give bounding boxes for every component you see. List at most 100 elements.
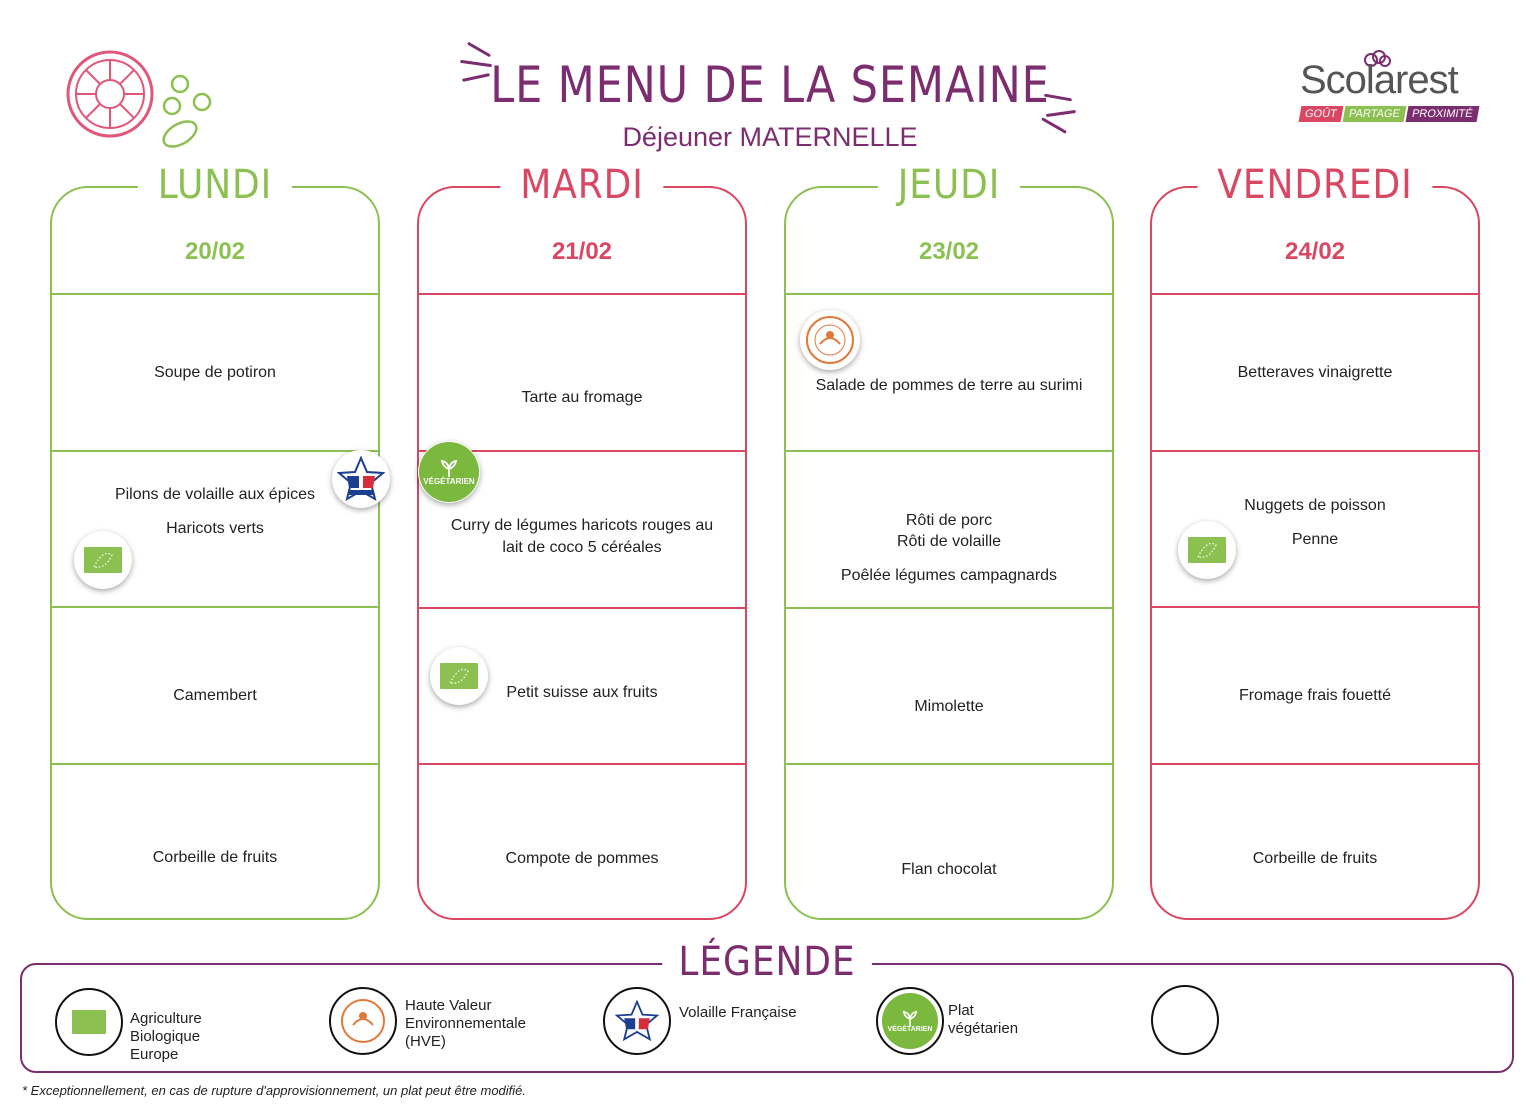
legend-title: LÉGENDE xyxy=(662,939,872,985)
row-divider xyxy=(52,450,378,452)
dish-name: lait de coco 5 céréales xyxy=(502,539,662,556)
row-divider xyxy=(786,450,1112,452)
day-date: 24/02 xyxy=(1284,238,1346,265)
eu-organic-icon xyxy=(430,647,488,705)
dish-name: Rôti de volaille xyxy=(896,533,1002,551)
dish-name: Betteraves vinaigrette xyxy=(1237,363,1393,381)
dish-name: Soupe de potiron xyxy=(154,363,276,381)
menu-dessert: Flan chocolat xyxy=(786,765,1112,975)
dish-name: Compote de pommes xyxy=(505,850,659,868)
row-divider xyxy=(786,607,1112,609)
row-divider xyxy=(1152,450,1478,452)
dish-name: Camembert xyxy=(173,686,257,704)
dish-name: Rôti de porc xyxy=(905,511,993,529)
brand-tagline: GOÛT PARTAGE PROXIMITÉ xyxy=(1298,106,1479,122)
menu-cheese: Fromage frais fouetté xyxy=(1152,608,1478,783)
day-date: 23/02 xyxy=(918,238,980,265)
row-divider xyxy=(419,293,745,295)
legend-label: Plat végétarien xyxy=(948,1002,1019,1037)
dish-name: Fromage frais fouetté xyxy=(1238,686,1392,704)
row-divider xyxy=(786,293,1112,295)
eu-leaf xyxy=(440,663,478,689)
menu-dessert: Corbeille de fruits xyxy=(52,765,378,951)
title-spark xyxy=(466,41,492,58)
row-divider xyxy=(419,763,745,765)
legend-empty-slot xyxy=(1151,985,1219,1055)
dish-name: Petit suisse aux fruits xyxy=(506,684,658,702)
volaille-francaise-icon xyxy=(332,450,390,508)
menu-main: Nuggets de poisson Penne xyxy=(1152,478,1478,568)
page-title: LE MENU DE LA SEMAINE xyxy=(490,56,1050,114)
legend-label: Volaille Française xyxy=(679,1004,797,1021)
menu-cheese: Camembert xyxy=(52,608,378,783)
tagline-word: PROXIMITÉ xyxy=(1405,106,1479,122)
tagline-word: GOÛT xyxy=(1298,106,1344,122)
vegetarian-badge-label: VÉGÉTARIEN xyxy=(423,476,475,486)
dish-name: Poêlée légumes campagnards xyxy=(840,566,1058,584)
row-divider xyxy=(52,293,378,295)
dish-name: Corbeille de fruits xyxy=(1252,850,1378,868)
menu-main: Pilons de volaille aux épices Haricots v… xyxy=(52,452,378,572)
legend-label: Agriculture Biologique Europe xyxy=(130,1010,202,1063)
vegetarian-badge-label: VÉGÉTARIEN xyxy=(887,1025,933,1033)
eu-organic-icon xyxy=(74,531,132,589)
menu-main: Curry de légumes haricots rouges au lait… xyxy=(419,458,745,616)
day-name: MARDI xyxy=(500,162,664,208)
scolarest-logo: Scolarest GOÛT PARTAGE PROXIMITÉ xyxy=(1296,50,1486,128)
row-divider xyxy=(52,606,378,608)
menu-dessert: Compote de pommes xyxy=(419,765,745,953)
menu-starter: Salade de pommes de terre au surimi xyxy=(786,328,1112,444)
tagline-word: PARTAGE xyxy=(1342,106,1406,122)
row-divider xyxy=(1152,763,1478,765)
legend-vegetarian-icon: VÉGÉTARIEN xyxy=(876,987,944,1055)
dish-name: Curry de légumes haricots rouges au xyxy=(450,517,714,535)
row-divider xyxy=(1152,293,1478,295)
row-divider xyxy=(1152,606,1478,608)
dish-name: Penne xyxy=(1291,531,1339,548)
legend-hve-icon xyxy=(329,987,397,1055)
legend: LÉGENDE xyxy=(20,939,1514,1073)
menu-starter: Tarte au fromage xyxy=(419,295,745,500)
day-date: 20/02 xyxy=(184,238,246,265)
eu-leaf xyxy=(1188,537,1226,563)
menu-main: Rôti de porc Rôti de volaille Poêlée lég… xyxy=(786,488,1112,608)
hve-icon xyxy=(800,310,860,370)
chef-hat-icon xyxy=(1364,50,1391,67)
menu-cheese: Mimolette xyxy=(786,609,1112,805)
day-date: 21/02 xyxy=(551,238,613,265)
eu-leaf xyxy=(84,547,122,573)
row-divider xyxy=(419,607,745,609)
menu-cheese: Petit suisse aux fruits xyxy=(419,609,745,777)
menu-starter: Soupe de potiron xyxy=(52,295,378,450)
footnote: * Exceptionnellement, en cas de rupture … xyxy=(22,1083,527,1098)
dish-name: Tarte au fromage xyxy=(521,388,643,406)
day-column-lundi: LUNDI 20/02 Soupe de potiron Pilons de v… xyxy=(50,162,380,920)
row-divider xyxy=(419,450,745,452)
day-column-jeudi: JEUDI 23/02 Salade de pommes de terre au… xyxy=(784,162,1114,920)
vegetarian-icon: VÉGÉTARIEN xyxy=(418,441,480,503)
page-subtitle: Déjeuner MATERNELLE xyxy=(622,122,918,152)
title-spark xyxy=(1041,117,1067,134)
row-divider xyxy=(786,763,1112,765)
eu-organic-icon xyxy=(1178,521,1236,579)
day-name: JEUDI xyxy=(877,162,1021,208)
day-name: LUNDI xyxy=(138,162,292,208)
dish-name: Pilons de volaille aux épices xyxy=(114,486,316,504)
legend-volaille-francaise-icon xyxy=(603,987,671,1055)
dish-name: Mimolette xyxy=(914,698,984,716)
legend-label: Haute Valeur Environnementale (HVE) xyxy=(405,997,526,1050)
dish-name: Nuggets de poisson xyxy=(1244,497,1386,515)
peas-icon xyxy=(158,72,218,157)
dish-name: Flan chocolat xyxy=(901,861,997,879)
dish-name: Haricots verts xyxy=(166,520,264,537)
menu-starter: Betteraves vinaigrette xyxy=(1152,295,1478,450)
day-column-mardi: MARDI 21/02 Tarte au fromage Curry de lé… xyxy=(417,162,747,920)
row-divider xyxy=(52,763,378,765)
menu-dessert: Corbeille de fruits xyxy=(1152,765,1478,953)
tomato-icon xyxy=(64,48,156,145)
dish-name: Corbeille de fruits xyxy=(152,849,278,867)
day-name: VENDREDI xyxy=(1197,162,1433,208)
dish-name: Salade de pommes de terre au surimi xyxy=(815,377,1083,395)
brand-name: Scolarest xyxy=(1300,58,1459,102)
legend-eu-organic-icon xyxy=(55,988,123,1056)
